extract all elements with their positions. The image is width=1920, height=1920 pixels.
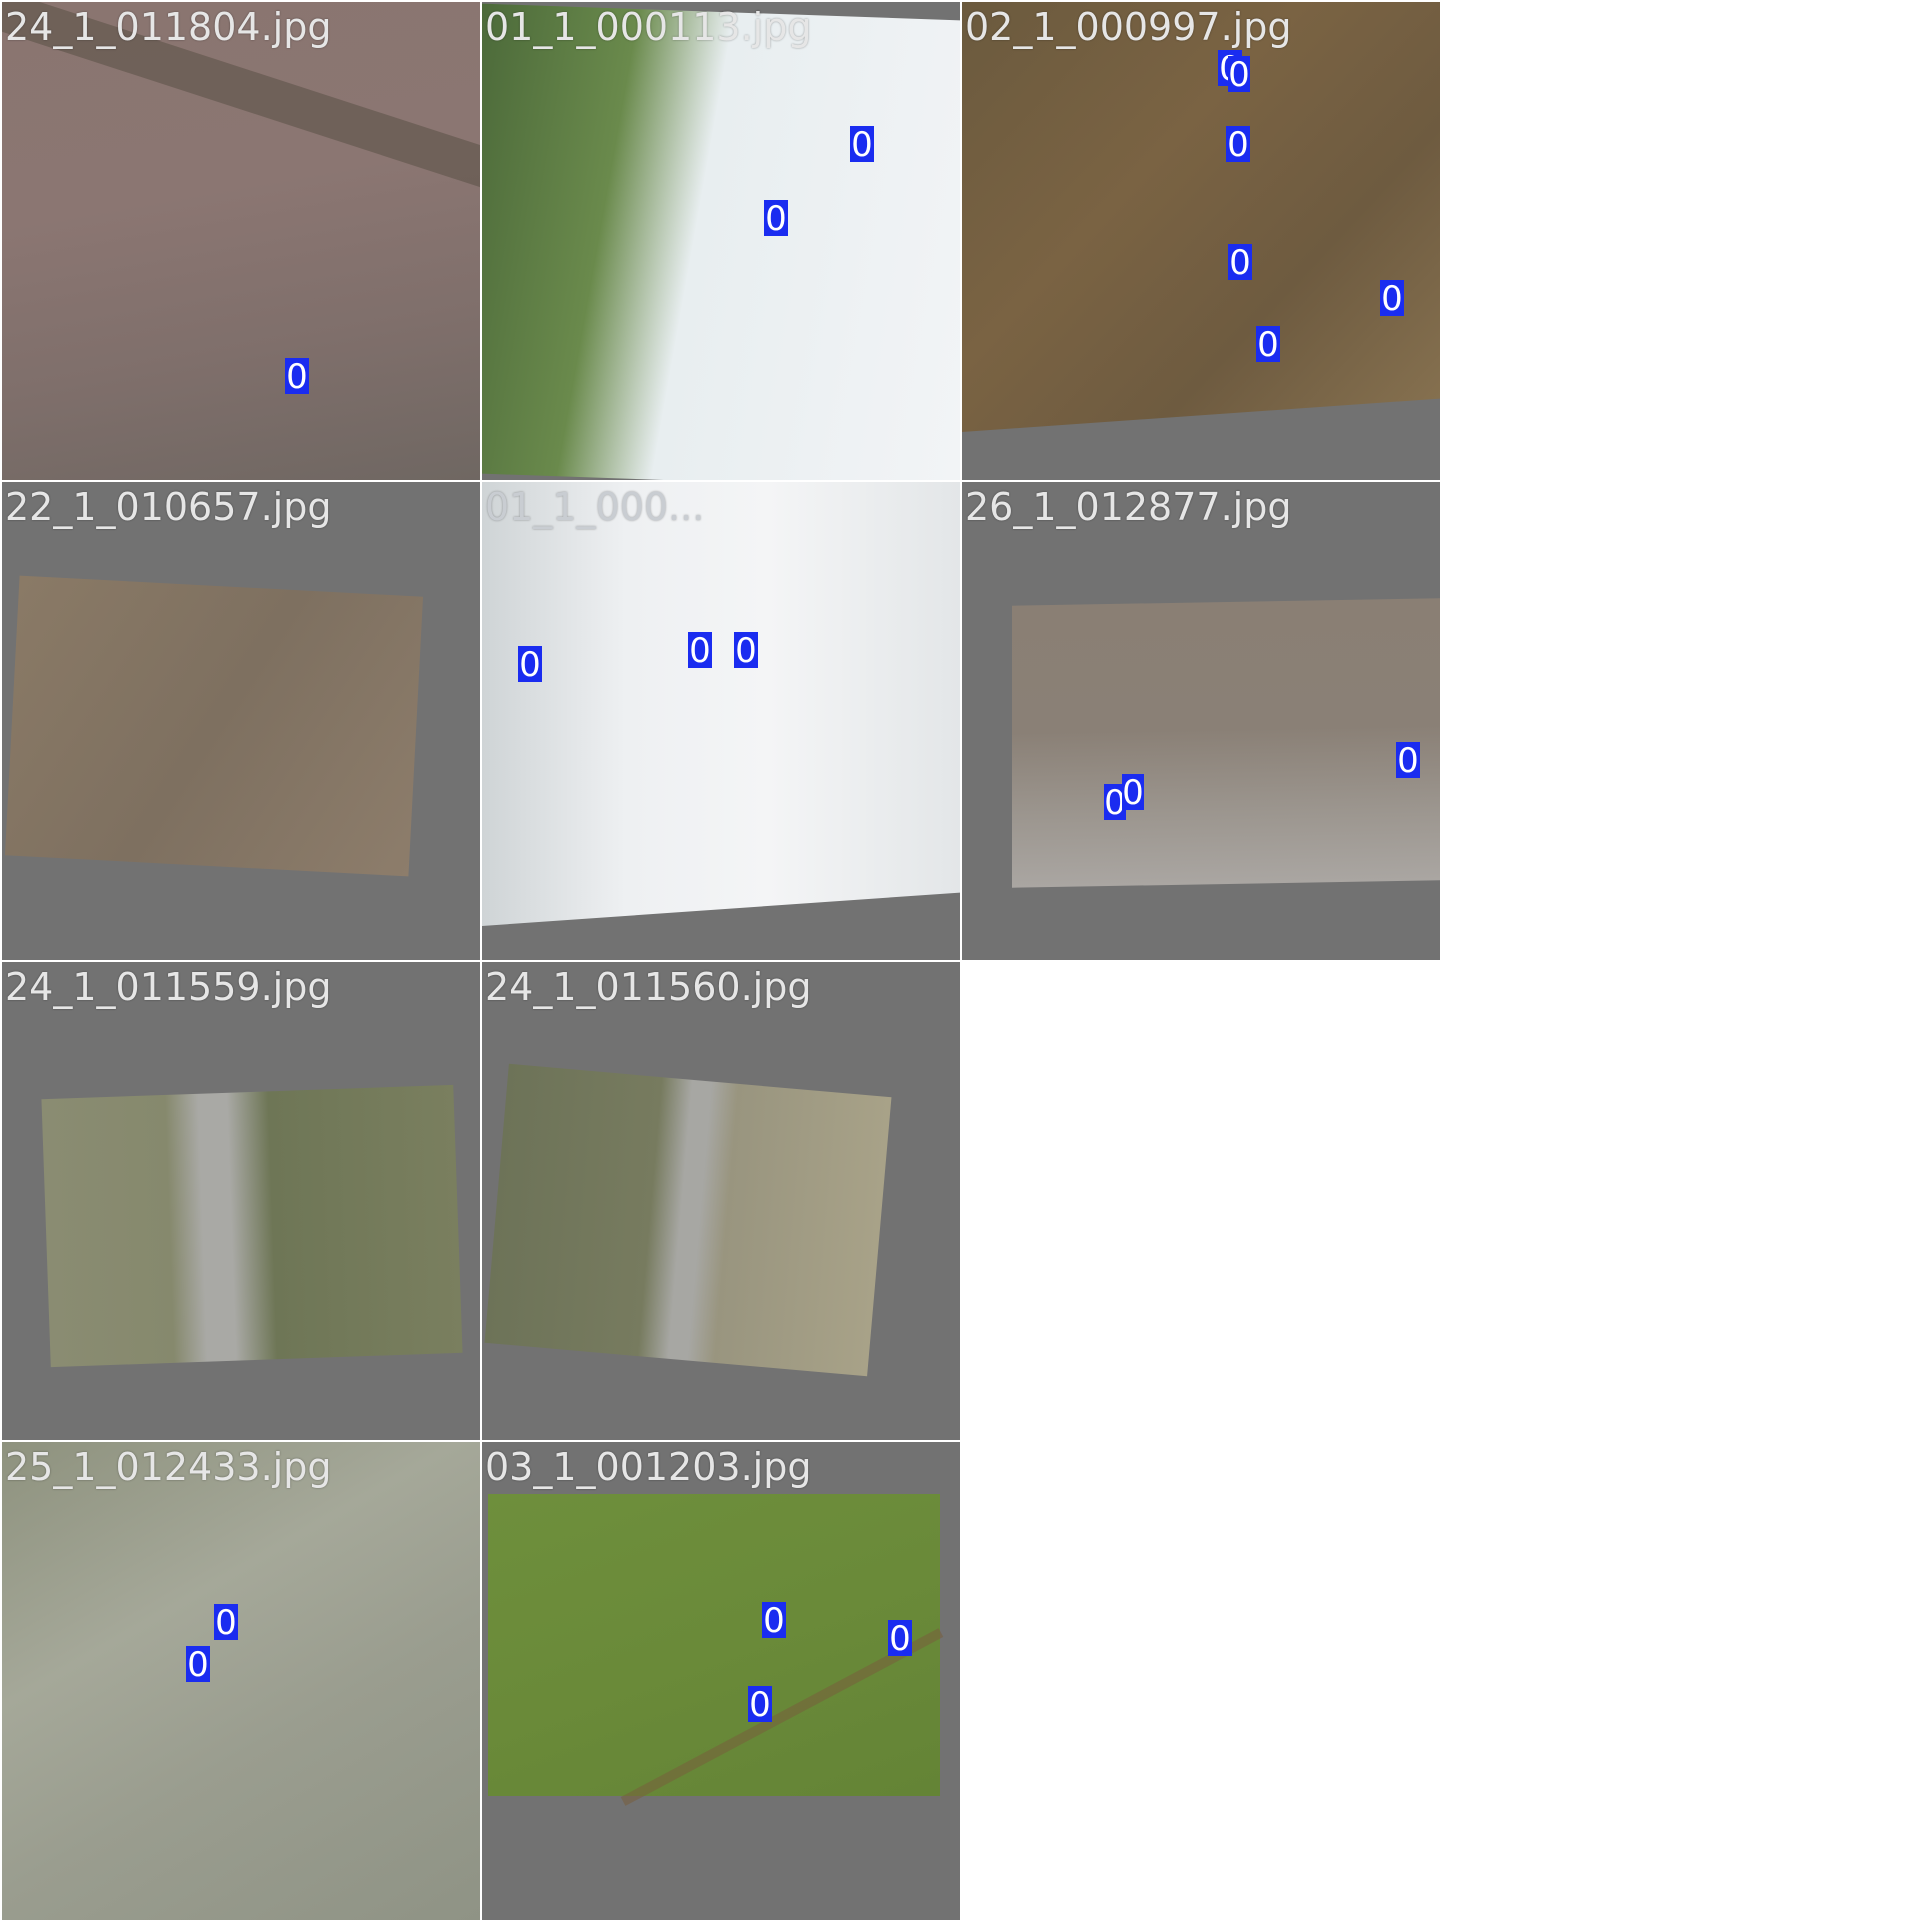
image-filename: 03_1_001203.jpg [485, 1445, 812, 1489]
detection-label: 0 [734, 631, 758, 671]
detection-label: 0 [1122, 773, 1144, 813]
aerial-photo [1012, 598, 1440, 888]
mosaic-tile: 01_1_000... 0 0 0 [482, 482, 960, 960]
detection-label: 0 [518, 645, 542, 685]
detection-label: 0 [1228, 55, 1250, 95]
detection-label: 0 [888, 1619, 912, 1659]
detection-label: 0 [1228, 243, 1252, 283]
image-filename: 25_1_012433.jpg [5, 1445, 332, 1489]
detection-label: 0 [285, 357, 309, 397]
detection-label: 0 [1226, 125, 1250, 165]
aerial-photo [4, 575, 424, 877]
mosaic-tile: 03_1_001203.jpg 0 0 0 [482, 1442, 960, 1920]
aerial-photo [41, 1084, 463, 1368]
mosaic-tile: 02_1_000997.jpg 0 0 0 0 0 0 [962, 2, 1440, 480]
image-filename: 24_1_011804.jpg [5, 5, 332, 49]
mosaic-tile: 26_1_012877.jpg 0 0 0 [962, 482, 1440, 960]
detection-label: 0 [762, 1601, 786, 1641]
mosaic-tile: 01_1_000113.jpg 0 0 [482, 2, 960, 480]
detection-label: 0 [214, 1603, 238, 1643]
mosaic-tile: 24_1_011804.jpg 0 [2, 2, 480, 480]
detection-label: 0 [1396, 741, 1420, 781]
detection-label: 0 [1380, 279, 1404, 319]
detection-label: 0 [186, 1645, 210, 1685]
detection-label: 0 [1256, 325, 1280, 365]
mosaic-tile: 24_1_011560.jpg [482, 962, 960, 1440]
image-filename: 22_1_010657.jpg [5, 485, 332, 529]
detection-label: 0 [850, 125, 874, 165]
image-filename: 02_1_000997.jpg [965, 5, 1292, 49]
image-filename: 24_1_011559.jpg [5, 965, 332, 1009]
aerial-photo [482, 482, 960, 926]
aerial-photo [2, 1442, 480, 1920]
image-filename: 01_1_000... [485, 485, 705, 529]
image-filename: 24_1_011560.jpg [485, 965, 812, 1009]
detection-label: 0 [688, 631, 712, 671]
image-filename: 01_1_000113.jpg [485, 5, 812, 49]
aerial-photo [482, 3, 960, 480]
detection-label: 0 [764, 199, 788, 239]
aerial-photo [484, 1063, 892, 1377]
image-filename: 26_1_012877.jpg [965, 485, 1292, 529]
detection-label: 0 [1104, 783, 1126, 823]
aerial-photo [962, 2, 1440, 433]
mosaic-tile: 24_1_011559.jpg [2, 962, 480, 1440]
mosaic-tile: 25_1_012433.jpg 0 0 [2, 1442, 480, 1920]
aerial-photo [488, 1494, 940, 1796]
mosaic-tile: 22_1_010657.jpg [2, 482, 480, 960]
detection-label: 0 [748, 1685, 772, 1725]
